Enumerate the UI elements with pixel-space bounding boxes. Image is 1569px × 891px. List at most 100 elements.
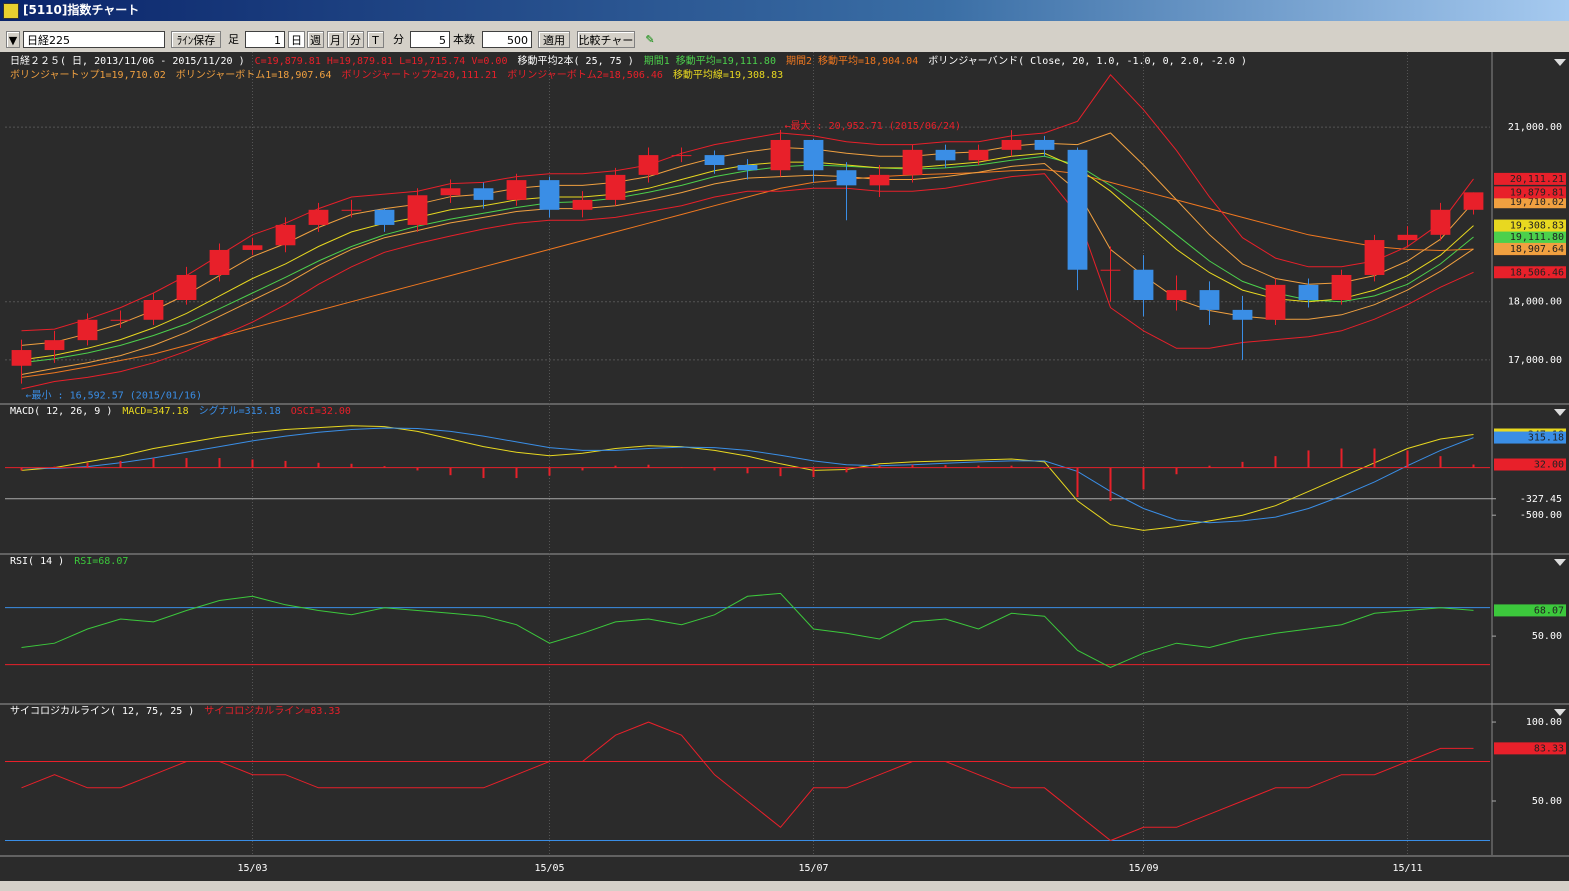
week-button[interactable]: 週: [307, 31, 324, 48]
indicator-line: [21, 173, 1474, 390]
panel-menu: [1554, 559, 1566, 566]
candle-body: [638, 155, 659, 175]
histogram-bar: [1109, 467, 1112, 501]
candle-body: [1265, 284, 1286, 320]
panel-menu: [1554, 709, 1566, 716]
foot-input[interactable]: 1: [245, 31, 285, 48]
histogram-bar: [1010, 465, 1013, 468]
value-label-box: [1494, 604, 1566, 617]
candle-body: [275, 224, 296, 246]
menu-arrow[interactable]: ▼: [6, 31, 20, 48]
header-text: OSCI=32.00: [291, 406, 351, 417]
histogram-bar: [1043, 467, 1046, 469]
y-tick-label: -500.00: [1520, 510, 1562, 521]
candle-body: [473, 188, 494, 200]
candle-body: [1166, 290, 1187, 300]
header-text: MACD=347.18: [122, 406, 188, 417]
tick-button[interactable]: T: [367, 31, 384, 48]
candle-body: [902, 149, 923, 175]
scrollbar: [0, 881, 1569, 891]
header-text: ボリンジャーボトム1=18,907.64: [176, 69, 332, 81]
histogram-bar: [1307, 450, 1310, 468]
header-text: C=19,879.81 H=19,879.81 L=19,715.74 V=0.…: [255, 56, 508, 67]
candle-body: [308, 209, 329, 225]
x-tick-label: 15/07: [798, 863, 828, 874]
value-label-box: [1494, 458, 1566, 471]
header-text: ボリンジャーバンド( Close, 20, 1.0, -1.0, 0, 2.0,…: [928, 55, 1247, 67]
candle-body: [374, 209, 395, 225]
header-text: サイコロジカルライン( 12, 75, 25 ): [10, 705, 194, 717]
apply-button[interactable]: 適用: [538, 31, 570, 48]
histogram-bar: [1076, 467, 1079, 498]
minute-input[interactable]: 5: [410, 31, 450, 48]
histogram-bar: [284, 460, 287, 468]
value-label: 19,111.80: [1510, 232, 1564, 243]
candle-body: [1430, 209, 1451, 235]
histogram-bar: [911, 464, 914, 468]
candle-body: [1331, 274, 1352, 300]
histogram-bar: [845, 467, 848, 473]
x-tick-label: 15/03: [237, 863, 267, 874]
symbol-select[interactable]: 日経225: [23, 31, 165, 48]
histogram-bar: [647, 464, 650, 468]
candle-body: [1463, 192, 1484, 210]
candle-body: [770, 139, 791, 171]
candle-body: [968, 149, 989, 161]
close-label-box: [1494, 186, 1566, 199]
day-button[interactable]: 日: [288, 31, 305, 48]
compare-button[interactable]: 比較チャート: [577, 31, 635, 64]
candle-body: [1199, 290, 1220, 310]
panel-menu: [1554, 409, 1566, 416]
candle-body: [209, 249, 230, 275]
value-label-box: [1494, 242, 1566, 255]
histogram-bar: [812, 467, 815, 478]
histogram-bar: [614, 465, 617, 468]
header-text: サイコロジカルライン=83.33: [204, 705, 340, 717]
histogram-bar: [119, 460, 122, 468]
candle-body: [737, 164, 758, 171]
histogram-bar: [1175, 467, 1178, 475]
count-input[interactable]: 500: [482, 31, 532, 48]
histogram-bar: [581, 467, 584, 471]
value-label: 20,111.21: [1510, 174, 1564, 185]
candle-body: [1067, 149, 1088, 270]
y-tick-label: 18,000.00: [1508, 297, 1562, 308]
annotation: ←最大 : 20,952.71 (2015/06/24): [785, 119, 962, 132]
histogram-bar: [515, 467, 518, 479]
toolbar: ▼ 日経225 ﾗｲﾝ保存 足 1 日 週 月 分 T 分 5 本数 500 適…: [0, 22, 1569, 64]
indicator-line: [21, 592, 1474, 668]
histogram-bar: [449, 467, 452, 476]
histogram-bar: [152, 458, 155, 468]
candle-body: [704, 155, 725, 165]
indicator-line: [21, 721, 1474, 842]
value-label: 83.33: [1534, 743, 1564, 754]
candle-body: [242, 245, 263, 250]
value-label: 32.00: [1534, 460, 1564, 471]
minute-button[interactable]: 分: [347, 31, 364, 48]
y-tick-label: 50.00: [1532, 631, 1562, 642]
candle-body: [110, 319, 131, 321]
histogram-bar: [1208, 465, 1211, 468]
histogram-bar: [1472, 464, 1475, 468]
histogram-bar: [482, 467, 485, 479]
x-tick-label: 15/05: [534, 863, 564, 874]
indicator-line: [21, 74, 1474, 332]
draw-tool[interactable]: ✎: [640, 31, 660, 48]
month-button[interactable]: 月: [327, 31, 344, 48]
value-label-box: [1494, 196, 1566, 209]
candle-body: [1397, 234, 1418, 241]
histogram-bar: [218, 458, 221, 468]
value-label-box: [1494, 172, 1566, 185]
candle-body: [539, 180, 560, 210]
histogram-bar: [548, 467, 551, 476]
histogram-bar: [20, 467, 23, 471]
candle-body: [935, 149, 956, 161]
histogram-bar: [185, 458, 188, 468]
histogram-bar: [713, 467, 716, 471]
y-tick-label: 21,000.00: [1508, 122, 1562, 133]
header-text: MACD( 12, 26, 9 ): [10, 406, 112, 417]
histogram-bar: [317, 462, 320, 468]
header-text: ボリンジャートップ2=20,111.21: [341, 69, 497, 81]
indicator-line: [21, 427, 1474, 524]
save-button[interactable]: ﾗｲﾝ保存: [171, 31, 221, 48]
